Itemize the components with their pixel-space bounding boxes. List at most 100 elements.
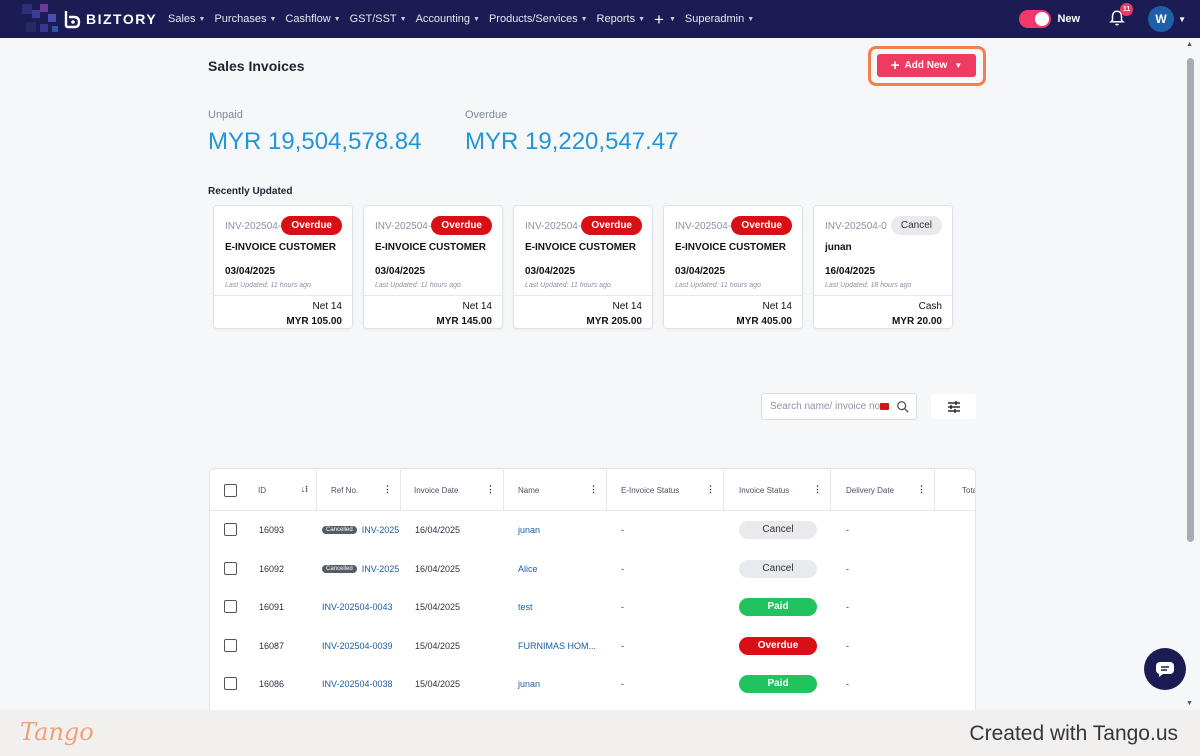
notifications-button[interactable]: 11 [1108, 3, 1134, 29]
nav-purchases[interactable]: Purchases ▼ [214, 13, 276, 25]
ref-number[interactable]: INV-202504-0043 [322, 601, 393, 612]
overdue-amount: MYR 19,220,547.47 [465, 128, 679, 155]
status-pill: Overdue [739, 636, 817, 655]
ref-cell[interactable]: Cancelled INV-2025 [322, 510, 399, 549]
ref-number: INV-2025 [361, 563, 400, 574]
invoice-table: ID ↓⁝ Ref No. ⋮ Invoice Date ⋮ Name ⋮ E-Invo… [209, 468, 976, 718]
customer-link[interactable]: junan [518, 678, 541, 689]
scroll-up-arrow-icon[interactable]: ▲ [1186, 41, 1193, 48]
nav-quick-add[interactable]: + ▼ [654, 11, 676, 28]
nav-reports[interactable]: Reports ▼ [597, 13, 645, 25]
customer-link[interactable]: FURNIMAS HOM... [518, 640, 596, 651]
nav-label: Superadmin [684, 13, 745, 25]
add-new-button[interactable]: + Add New ▼ [877, 54, 976, 77]
row-checkbox[interactable] [224, 639, 237, 652]
einvoice-status: - [621, 678, 624, 689]
nav-products-services[interactable]: Products/Services ▼ [489, 13, 588, 25]
column-header-delivery-date[interactable]: Delivery Date ⋮ [831, 469, 935, 511]
recent-invoice-card[interactable]: INV-202504-0042 Overdue E-INVOICE CUSTOM… [213, 205, 353, 329]
scrollbar-thumb[interactable] [1187, 58, 1194, 542]
column-header-invoice-status[interactable]: Invoice Status ⋮ [724, 469, 831, 511]
table-row[interactable]: 16092 Cancelled INV-2025 16/04/2025 Alice… [210, 549, 975, 588]
status-badge: Overdue [431, 216, 492, 235]
status-pill: Paid [739, 597, 817, 616]
row-checkbox[interactable] [224, 523, 237, 536]
nav-accounting[interactable]: Accounting ▼ [416, 13, 480, 25]
scroll-down-arrow-icon[interactable]: ▼ [1186, 700, 1193, 707]
invoice-id: 16087 [259, 640, 285, 651]
customer-link[interactable]: test [518, 601, 533, 612]
column-menu-icon[interactable]: ⋮ [486, 484, 495, 494]
column-menu-icon[interactable]: ⋮ [706, 484, 715, 494]
chat-support-button[interactable] [1144, 648, 1186, 690]
row-select-cell [224, 626, 237, 665]
invoice-date: 03/04/2025 [375, 266, 426, 277]
nav-sales[interactable]: Sales ▼ [168, 13, 205, 25]
column-header-total[interactable]: Total [935, 469, 975, 511]
column-menu-icon[interactable]: ⋮ [589, 484, 598, 494]
row-select-cell [224, 587, 237, 626]
select-all-checkbox[interactable] [224, 483, 237, 497]
plus-icon: + [890, 57, 900, 74]
chevron-down-icon: ▼ [333, 15, 341, 23]
nav-cashflow[interactable]: Cashflow ▼ [285, 13, 340, 25]
ref-cell[interactable]: Cancelled INV-2025 [322, 549, 399, 588]
chevron-down-icon: ▼ [269, 15, 277, 23]
column-menu-icon[interactable]: ⋮ [917, 484, 926, 494]
customer-link[interactable]: junan [518, 524, 541, 535]
row-select-cell [224, 664, 237, 703]
invoice-number: INV-202504-0038 [675, 221, 737, 232]
invoice-amount: MYR 105.00 [286, 316, 342, 327]
sort-icon[interactable]: ↓⁝ [300, 484, 308, 494]
user-area: New 11 W ▼ [1019, 0, 1186, 38]
plus-icon: + [654, 9, 664, 29]
search-input[interactable] [770, 401, 880, 412]
step-highlight-frame [868, 46, 986, 86]
customer-name: E-INVOICE CUSTOMER [525, 242, 636, 253]
delivery-date: - [846, 678, 849, 689]
recent-invoice-card[interactable]: INV-202504-0044 Cancel junan 16/04/2025 … [813, 205, 953, 329]
chevron-down-icon[interactable]: ▼ [1178, 14, 1186, 24]
table-row[interactable]: 16093 Cancelled INV-2025 16/04/2025 junan… [210, 510, 975, 549]
column-header-invoice-date[interactable]: Invoice Date ⋮ [401, 469, 504, 511]
invoice-number: INV-202504-0042 [225, 221, 287, 232]
column-menu-icon[interactable]: ⋮ [383, 484, 392, 494]
nav-label: Products/Services [488, 13, 578, 25]
recent-invoice-card[interactable]: INV-202504-0040 Overdue E-INVOICE CUSTOM… [513, 205, 653, 329]
divider [664, 295, 802, 296]
nav-gst-sst[interactable]: GST/SST ▼ [350, 13, 407, 25]
ref-number[interactable]: INV-202504-0038 [322, 678, 393, 689]
payment-term: Cash [918, 301, 942, 312]
column-menu-icon[interactable]: ⋮ [813, 484, 822, 494]
filter-settings-button[interactable] [931, 394, 976, 419]
recent-invoice-card[interactable]: INV-202504-0038 Overdue E-INVOICE CUSTOM… [663, 205, 803, 329]
column-header-id[interactable]: ID ↓⁝ [248, 469, 317, 511]
recent-invoice-card[interactable]: INV-202504-0041 Overdue E-INVOICE CUSTOM… [363, 205, 503, 329]
ref-number[interactable]: INV-202504-0039 [322, 640, 393, 651]
column-header-ref[interactable]: Ref No. ⋮ [317, 469, 401, 511]
main-menu: Sales ▼ Purchases ▼ Cashflow ▼ GST/SST ▼ Acc… [168, 0, 763, 38]
invoice-amount: MYR 405.00 [736, 316, 792, 327]
nav-label: GST/SST [349, 13, 397, 25]
search-icon[interactable] [896, 400, 910, 414]
nav-superadmin[interactable]: Superadmin ▼ [685, 13, 754, 25]
invoice-id: 16093 [259, 524, 285, 535]
table-row[interactable]: 16091 INV-202504-0043 15/04/2025 test - … [210, 587, 975, 626]
customer-name: junan [825, 242, 852, 253]
invoice-amount: MYR 20.00 [891, 316, 942, 327]
new-ui-toggle[interactable] [1019, 10, 1052, 28]
column-label: Total [962, 485, 975, 495]
row-checkbox[interactable] [224, 600, 237, 613]
user-avatar[interactable]: W [1148, 6, 1175, 32]
table-row[interactable]: 16087 INV-202504-0039 15/04/2025 FURNIMA… [210, 626, 975, 665]
column-header-einvoice-status[interactable]: E-Invoice Status ⋮ [607, 469, 724, 511]
customer-name: E-INVOICE CUSTOMER [225, 242, 336, 253]
row-checkbox[interactable] [224, 562, 237, 575]
customer-link[interactable]: Alice [518, 563, 538, 574]
table-row[interactable]: 16086 INV-202504-0038 15/04/2025 junan -… [210, 664, 975, 703]
column-header-name[interactable]: Name ⋮ [504, 469, 607, 511]
chevron-down-icon: ▼ [747, 15, 755, 23]
brand-logo[interactable]: BIZTORY [0, 0, 160, 38]
row-checkbox[interactable] [224, 677, 237, 690]
invoice-date: 03/04/2025 [225, 266, 276, 277]
